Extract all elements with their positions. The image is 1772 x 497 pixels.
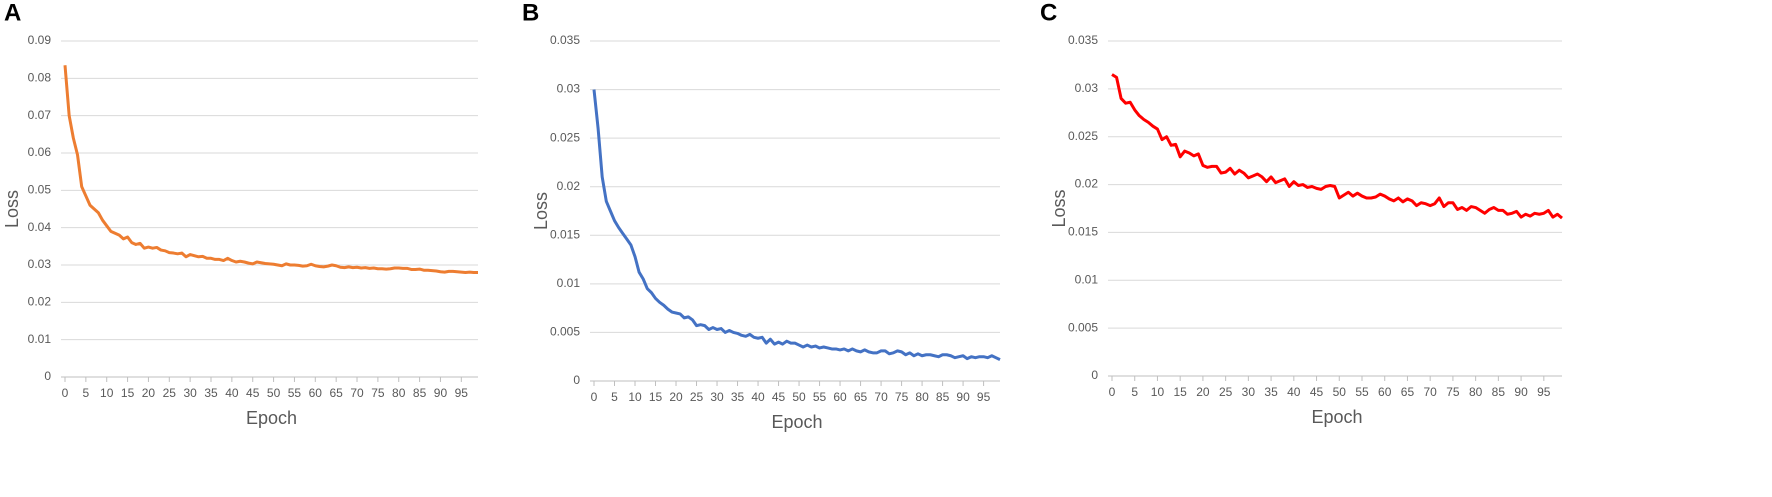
x-tick-label: 65 bbox=[329, 386, 343, 400]
x-tick-label: 30 bbox=[183, 386, 197, 400]
x-tick-label: 0 bbox=[591, 390, 598, 404]
x-tick-label: 95 bbox=[977, 390, 991, 404]
x-tick-label: 5 bbox=[1131, 385, 1138, 399]
x-tick-label: 25 bbox=[1219, 385, 1233, 399]
y-tick-label: 0.025 bbox=[550, 130, 580, 144]
x-tick-label: 65 bbox=[854, 390, 868, 404]
x-axis-title: Epoch bbox=[771, 412, 822, 432]
y-tick-label: 0.01 bbox=[28, 332, 52, 346]
x-tick-label: 90 bbox=[434, 386, 448, 400]
x-tick-label: 45 bbox=[772, 390, 786, 404]
y-axis-title: Loss bbox=[1049, 189, 1069, 227]
x-tick-label: 0 bbox=[1109, 385, 1116, 399]
y-tick-label: 0.035 bbox=[550, 33, 580, 47]
x-tick-label: 0 bbox=[62, 386, 69, 400]
x-tick-label: 30 bbox=[710, 390, 724, 404]
x-tick-label: 5 bbox=[83, 386, 90, 400]
x-tick-label: 30 bbox=[1242, 385, 1256, 399]
x-tick-label: 45 bbox=[1310, 385, 1324, 399]
x-tick-label: 20 bbox=[1196, 385, 1210, 399]
y-tick-label: 0.07 bbox=[28, 108, 52, 122]
x-axis-title: Epoch bbox=[1311, 407, 1362, 427]
y-tick-label: 0.04 bbox=[28, 220, 52, 234]
x-tick-label: 15 bbox=[121, 386, 135, 400]
x-tick-label: 60 bbox=[1378, 385, 1392, 399]
x-tick-label: 95 bbox=[1537, 385, 1551, 399]
y-tick-label: 0.03 bbox=[557, 82, 581, 96]
x-tick-label: 85 bbox=[936, 390, 950, 404]
x-tick-label: 55 bbox=[1355, 385, 1369, 399]
x-tick-label: 10 bbox=[628, 390, 642, 404]
x-tick-label: 75 bbox=[895, 390, 909, 404]
y-tick-label: 0.02 bbox=[557, 179, 581, 193]
x-tick-label: 15 bbox=[1174, 385, 1188, 399]
x-tick-label: 10 bbox=[100, 386, 114, 400]
x-tick-label: 15 bbox=[649, 390, 663, 404]
x-tick-label: 70 bbox=[350, 386, 364, 400]
x-tick-label: 80 bbox=[1469, 385, 1483, 399]
y-tick-label: 0.05 bbox=[28, 183, 52, 197]
x-tick-label: 80 bbox=[392, 386, 406, 400]
y-tick-label: 0.01 bbox=[1075, 272, 1099, 286]
y-tick-label: 0.02 bbox=[1075, 177, 1099, 191]
x-tick-label: 75 bbox=[371, 386, 385, 400]
y-tick-label: 0.01 bbox=[557, 276, 581, 290]
y-tick-label: 0 bbox=[1091, 368, 1098, 382]
loss-line bbox=[63, 65, 478, 274]
y-tick-label: 0.09 bbox=[28, 33, 52, 47]
x-tick-label: 60 bbox=[833, 390, 847, 404]
x-tick-label: 95 bbox=[455, 386, 469, 400]
x-tick-label: 70 bbox=[874, 390, 888, 404]
y-tick-label: 0.03 bbox=[28, 257, 52, 271]
y-tick-label: 0.015 bbox=[550, 227, 580, 241]
x-tick-label: 45 bbox=[246, 386, 260, 400]
x-tick-label: 10 bbox=[1151, 385, 1165, 399]
loss-line bbox=[1111, 73, 1563, 220]
y-tick-label: 0 bbox=[44, 369, 51, 383]
y-tick-label: 0 bbox=[573, 373, 580, 387]
y-tick-label: 0.015 bbox=[1068, 225, 1098, 239]
y-axis-title: Loss bbox=[2, 190, 22, 228]
x-tick-label: 25 bbox=[690, 390, 704, 404]
x-axis-title: Epoch bbox=[246, 408, 297, 428]
loss-line bbox=[592, 89, 1001, 361]
x-tick-label: 25 bbox=[163, 386, 177, 400]
y-tick-label: 0.025 bbox=[1068, 129, 1098, 143]
x-tick-label: 40 bbox=[751, 390, 765, 404]
x-tick-label: 5 bbox=[611, 390, 618, 404]
x-tick-label: 40 bbox=[1287, 385, 1301, 399]
x-tick-label: 85 bbox=[413, 386, 427, 400]
x-tick-label: 60 bbox=[309, 386, 323, 400]
panel-label: B bbox=[522, 0, 539, 26]
y-axis-title: Loss bbox=[531, 192, 551, 230]
y-tick-label: 0.08 bbox=[28, 71, 52, 85]
y-tick-label: 0.02 bbox=[28, 295, 52, 309]
x-tick-label: 90 bbox=[1514, 385, 1528, 399]
y-tick-label: 0.06 bbox=[28, 145, 52, 159]
panel-label: C bbox=[1040, 0, 1057, 26]
x-tick-label: 65 bbox=[1401, 385, 1415, 399]
panel-label: A bbox=[4, 0, 21, 26]
x-tick-label: 40 bbox=[225, 386, 239, 400]
x-tick-label: 20 bbox=[669, 390, 683, 404]
x-tick-label: 55 bbox=[813, 390, 827, 404]
x-tick-label: 35 bbox=[731, 390, 745, 404]
x-tick-label: 35 bbox=[1264, 385, 1278, 399]
x-tick-label: 70 bbox=[1424, 385, 1438, 399]
x-tick-label: 80 bbox=[915, 390, 929, 404]
x-tick-label: 35 bbox=[204, 386, 218, 400]
x-tick-label: 50 bbox=[1333, 385, 1347, 399]
y-tick-label: 0.005 bbox=[550, 325, 580, 339]
x-tick-label: 20 bbox=[142, 386, 156, 400]
y-tick-label: 0.03 bbox=[1075, 81, 1099, 95]
y-tick-label: 0.005 bbox=[1068, 320, 1098, 334]
x-tick-label: 50 bbox=[792, 390, 806, 404]
x-tick-label: 55 bbox=[288, 386, 302, 400]
y-tick-label: 0.035 bbox=[1068, 33, 1098, 47]
x-tick-label: 75 bbox=[1446, 385, 1460, 399]
x-tick-label: 90 bbox=[956, 390, 970, 404]
x-tick-label: 85 bbox=[1492, 385, 1506, 399]
x-tick-label: 50 bbox=[267, 386, 281, 400]
